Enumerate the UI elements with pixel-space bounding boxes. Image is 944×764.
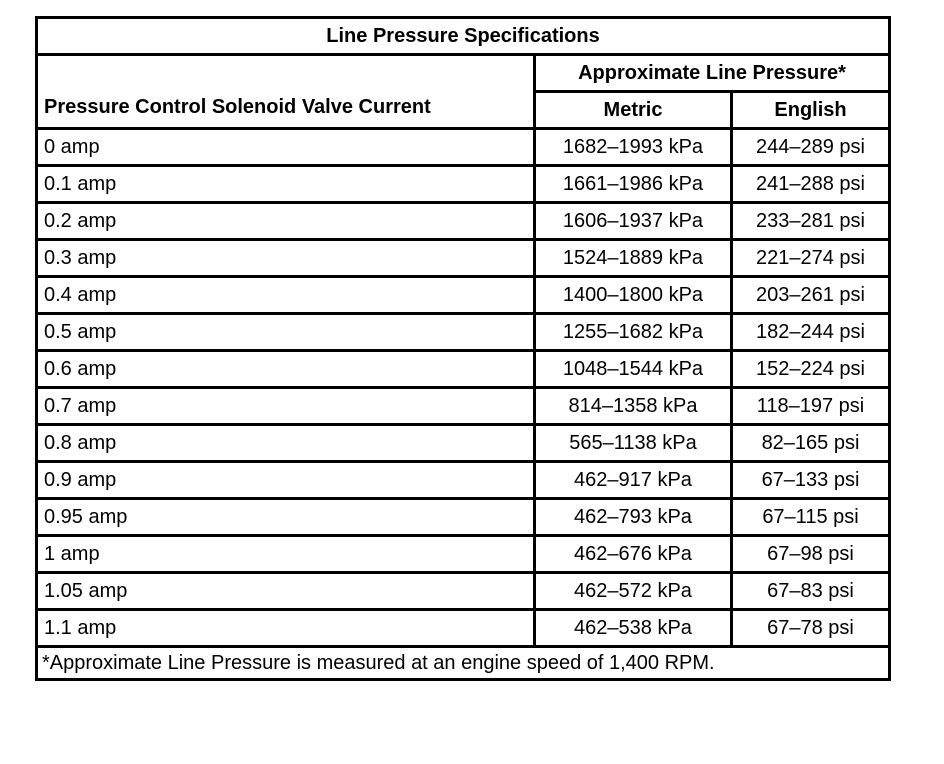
column-header-english: English bbox=[729, 90, 892, 130]
table-body: 0 amp 1682–1993 kPa 244–289 psi 0.1 amp 1661… bbox=[35, 127, 892, 648]
english-cell: 182–244 psi bbox=[729, 312, 892, 352]
current-cell: 0 amp bbox=[35, 127, 536, 167]
metric-cell: 1048–1544 kPa bbox=[533, 349, 733, 389]
english-cell: 67–98 psi bbox=[729, 534, 892, 574]
metric-cell: 462–676 kPa bbox=[533, 534, 733, 574]
current-cell: 0.3 amp bbox=[35, 238, 536, 278]
english-cell: 203–261 psi bbox=[729, 275, 892, 315]
current-cell: 0.2 amp bbox=[35, 201, 536, 241]
metric-cell: 1682–1993 kPa bbox=[533, 127, 733, 167]
table-row: 1.05 amp 462–572 kPa 67–83 psi bbox=[35, 571, 892, 611]
english-cell: 67–83 psi bbox=[729, 571, 892, 611]
header-group-row: Pressure Control Solenoid Valve Current … bbox=[35, 53, 892, 130]
current-cell: 0.4 amp bbox=[35, 275, 536, 315]
english-cell: 152–224 psi bbox=[729, 349, 892, 389]
english-cell: 244–289 psi bbox=[729, 127, 892, 167]
table-title-row: Line Pressure Specifications bbox=[34, 16, 892, 56]
table-row: 0.8 amp 565–1138 kPa 82–165 psi bbox=[35, 423, 892, 463]
english-cell: 67–115 psi bbox=[729, 497, 892, 537]
metric-cell: 462–793 kPa bbox=[533, 497, 733, 537]
line-pressure-spec-table: Line Pressure Specifications Pressure Co… bbox=[34, 16, 892, 681]
header-sub-row: Metric English bbox=[37, 90, 892, 130]
table-footer: *Approximate Line Pressure is measured a… bbox=[34, 645, 892, 681]
english-cell: 67–78 psi bbox=[729, 608, 892, 648]
current-cell: 0.8 amp bbox=[35, 423, 536, 463]
metric-cell: 1661–1986 kPa bbox=[533, 164, 733, 204]
english-cell: 82–165 psi bbox=[729, 423, 892, 463]
metric-cell: 1255–1682 kPa bbox=[533, 312, 733, 352]
current-cell: 0.1 amp bbox=[35, 164, 536, 204]
metric-cell: 462–917 kPa bbox=[533, 460, 733, 500]
table-title: Line Pressure Specifications bbox=[34, 16, 892, 56]
table-row: 0.7 amp 814–1358 kPa 118–197 psi bbox=[35, 386, 892, 426]
column-header-current: Pressure Control Solenoid Valve Current bbox=[35, 53, 536, 130]
metric-cell: 462–572 kPa bbox=[533, 571, 733, 611]
current-cell: 0.9 amp bbox=[35, 460, 536, 500]
current-cell: 0.7 amp bbox=[35, 386, 536, 426]
metric-cell: 1400–1800 kPa bbox=[533, 275, 733, 315]
table-row: 0 amp 1682–1993 kPa 244–289 psi bbox=[35, 127, 892, 167]
table-row: 0.6 amp 1048–1544 kPa 152–224 psi bbox=[35, 349, 892, 389]
footnote: *Approximate Line Pressure is measured a… bbox=[34, 645, 892, 681]
metric-cell: 1524–1889 kPa bbox=[533, 238, 733, 278]
footnote-row: *Approximate Line Pressure is measured a… bbox=[34, 645, 892, 681]
current-cell: 1.05 amp bbox=[35, 571, 536, 611]
metric-cell: 1606–1937 kPa bbox=[533, 201, 733, 241]
english-cell: 118–197 psi bbox=[729, 386, 892, 426]
table-row: 0.4 amp 1400–1800 kPa 203–261 psi bbox=[35, 275, 892, 315]
current-cell: 0.5 amp bbox=[35, 312, 536, 352]
metric-cell: 814–1358 kPa bbox=[533, 386, 733, 426]
current-cell: 1.1 amp bbox=[35, 608, 536, 648]
metric-cell: 462–538 kPa bbox=[533, 608, 733, 648]
table-row: 0.3 amp 1524–1889 kPa 221–274 psi bbox=[35, 238, 892, 278]
table-row: 0.9 amp 462–917 kPa 67–133 psi bbox=[35, 460, 892, 500]
table-row: 0.1 amp 1661–1986 kPa 241–288 psi bbox=[35, 164, 892, 204]
metric-cell: 565–1138 kPa bbox=[533, 423, 733, 463]
english-cell: 221–274 psi bbox=[729, 238, 892, 278]
table-row: 1 amp 462–676 kPa 67–98 psi bbox=[35, 534, 892, 574]
column-header-metric: Metric bbox=[533, 90, 733, 130]
table-header: Line Pressure Specifications Pressure Co… bbox=[34, 16, 892, 130]
current-cell: 0.95 amp bbox=[35, 497, 536, 537]
table-row: 0.2 amp 1606–1937 kPa 233–281 psi bbox=[35, 201, 892, 241]
column-header-approx-line-pressure: Approximate Line Pressure* bbox=[532, 53, 892, 93]
table-row: 0.5 amp 1255–1682 kPa 182–244 psi bbox=[35, 312, 892, 352]
table-row: 1.1 amp 462–538 kPa 67–78 psi bbox=[35, 608, 892, 648]
english-cell: 233–281 psi bbox=[729, 201, 892, 241]
current-cell: 0.6 amp bbox=[35, 349, 536, 389]
english-cell: 67–133 psi bbox=[729, 460, 892, 500]
current-cell: 1 amp bbox=[35, 534, 536, 574]
english-cell: 241–288 psi bbox=[729, 164, 892, 204]
table-row: 0.95 amp 462–793 kPa 67–115 psi bbox=[35, 497, 892, 537]
